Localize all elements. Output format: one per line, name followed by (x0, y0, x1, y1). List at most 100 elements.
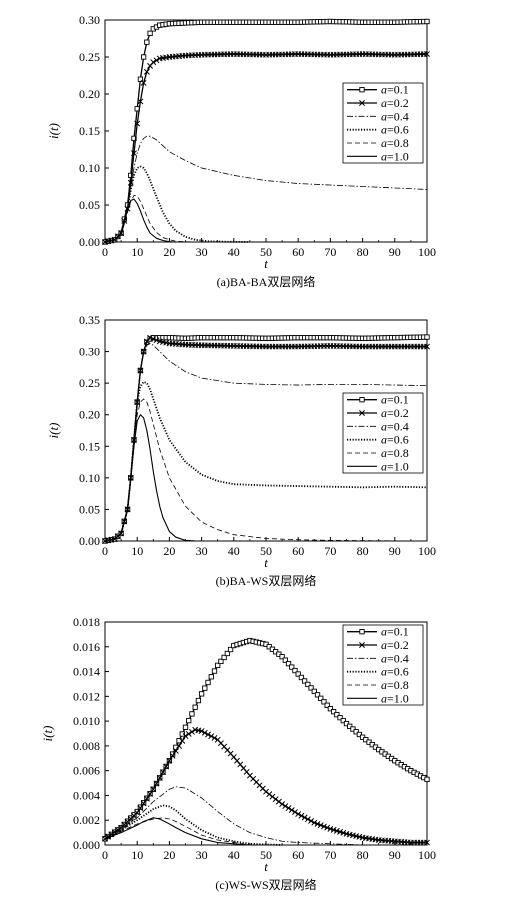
legend: a=0.1a=0.2a=0.4a=0.6a=0.8a=1.0 (342, 624, 424, 706)
marker-cross (301, 814, 308, 821)
x-tick-label: 0 (102, 245, 108, 259)
series-a-0-2 (102, 51, 430, 245)
marker-cross (272, 796, 279, 803)
marker-cross (311, 819, 318, 826)
y-tick-label: 0.15 (79, 439, 100, 453)
marker-square (292, 667, 298, 674)
marker-square (324, 702, 330, 708)
marker-cross (292, 809, 298, 815)
x-tick-label: 0 (102, 544, 108, 558)
legend: a=0.1a=0.2a=0.4a=0.6a=0.8a=1.0 (342, 82, 424, 164)
marker-square (282, 657, 288, 663)
marker-square (301, 678, 308, 684)
marker-square (295, 671, 301, 677)
x-tick-label: 20 (163, 544, 175, 558)
marker-cross (150, 335, 157, 342)
legend-label: a=0.2 (381, 406, 409, 420)
marker-square (218, 658, 224, 665)
series-a-0-2 (102, 726, 430, 846)
marker-square (176, 738, 182, 744)
series-line (104, 414, 202, 542)
legend-label: a=0.4 (381, 109, 409, 123)
marker-square (318, 695, 324, 701)
marker-cross (327, 825, 334, 832)
marker-square (134, 808, 140, 815)
y-tick-label: 0.018 (73, 615, 100, 629)
marker-square (424, 776, 430, 782)
marker-cross (143, 68, 150, 75)
marker-square (131, 812, 137, 818)
marker-square (424, 18, 430, 25)
marker-square (208, 674, 214, 680)
marker-square (147, 30, 153, 36)
x-tick-label: 50 (260, 245, 272, 259)
marker-square (202, 685, 208, 691)
marker-cross (359, 410, 365, 416)
marker-cross (314, 820, 321, 827)
marker-cross (163, 763, 170, 770)
marker-square (192, 704, 198, 710)
series-line (104, 342, 428, 542)
marker-cross (324, 824, 331, 831)
marker-cross (160, 769, 166, 776)
marker-cross (143, 795, 150, 802)
y-axis-label: i(t) (46, 123, 61, 139)
legend: a=0.1a=0.2a=0.4a=0.6a=0.8a=1.0 (342, 392, 424, 474)
marker-square (140, 54, 147, 60)
marker-cross (208, 733, 215, 740)
series-a-1-0 (104, 414, 202, 542)
marker-cross (333, 827, 340, 834)
legend-box (342, 82, 424, 164)
marker-square (353, 729, 359, 735)
marker-square (205, 679, 211, 686)
x-tick-label: 30 (196, 245, 208, 259)
x-tick-label: 10 (131, 544, 143, 558)
marker-square (305, 681, 311, 688)
legend-label: a=0.8 (381, 136, 409, 150)
legend-label: a=0.8 (381, 446, 409, 460)
marker-cross (288, 807, 295, 814)
series-line (104, 786, 363, 846)
chart-caption: (a)BA-BA双层网络 (217, 274, 316, 289)
marker-cross (359, 100, 365, 106)
y-tick-label: 0.014 (73, 665, 100, 679)
y-tick-label: 0.05 (79, 198, 100, 212)
marker-cross (359, 642, 365, 648)
x-tick-label: 100 (418, 848, 436, 862)
x-tick-label: 40 (228, 544, 240, 558)
marker-cross (153, 337, 160, 344)
x-tick-label: 70 (324, 544, 336, 558)
marker-square (424, 334, 430, 340)
marker-cross (308, 818, 315, 824)
marker-square (343, 720, 350, 727)
y-tick-label: 0.10 (79, 471, 100, 485)
series-a-1-0 (104, 198, 176, 243)
marker-cross (321, 823, 327, 830)
x-axis-label: t (264, 859, 268, 874)
series-line (104, 198, 176, 243)
y-axis-label: i(t) (40, 726, 55, 742)
marker-cross (182, 733, 189, 739)
marker-cross (153, 57, 160, 64)
legend-label: a=0.6 (381, 123, 409, 137)
marker-cross (140, 79, 147, 86)
marker-cross (211, 735, 218, 741)
marker-cross (285, 805, 292, 812)
y-tick-label: 0.25 (79, 376, 100, 390)
y-tick-label: 0.25 (79, 50, 100, 64)
y-tick-label: 0.00 (79, 534, 100, 548)
marker-square (224, 650, 231, 657)
x-tick-label: 60 (292, 544, 304, 558)
legend-label: a=0.6 (381, 433, 409, 447)
y-tick-label: 0.20 (79, 87, 100, 101)
marker-cross (279, 801, 286, 808)
marker-square (285, 660, 292, 667)
y-tick-label: 0.05 (79, 502, 100, 516)
marker-cross (263, 788, 269, 795)
marker-cross (317, 822, 324, 829)
marker-cross (153, 780, 160, 787)
y-axis-label: i(t) (46, 423, 61, 439)
marker-square (195, 697, 202, 704)
chart-panel-2: 0 10 20 30 40 50 60 70 80 90 100 0.00 0.05 0.10 0.15 0.… (46, 313, 436, 588)
x-tick-label: 0 (102, 848, 108, 862)
